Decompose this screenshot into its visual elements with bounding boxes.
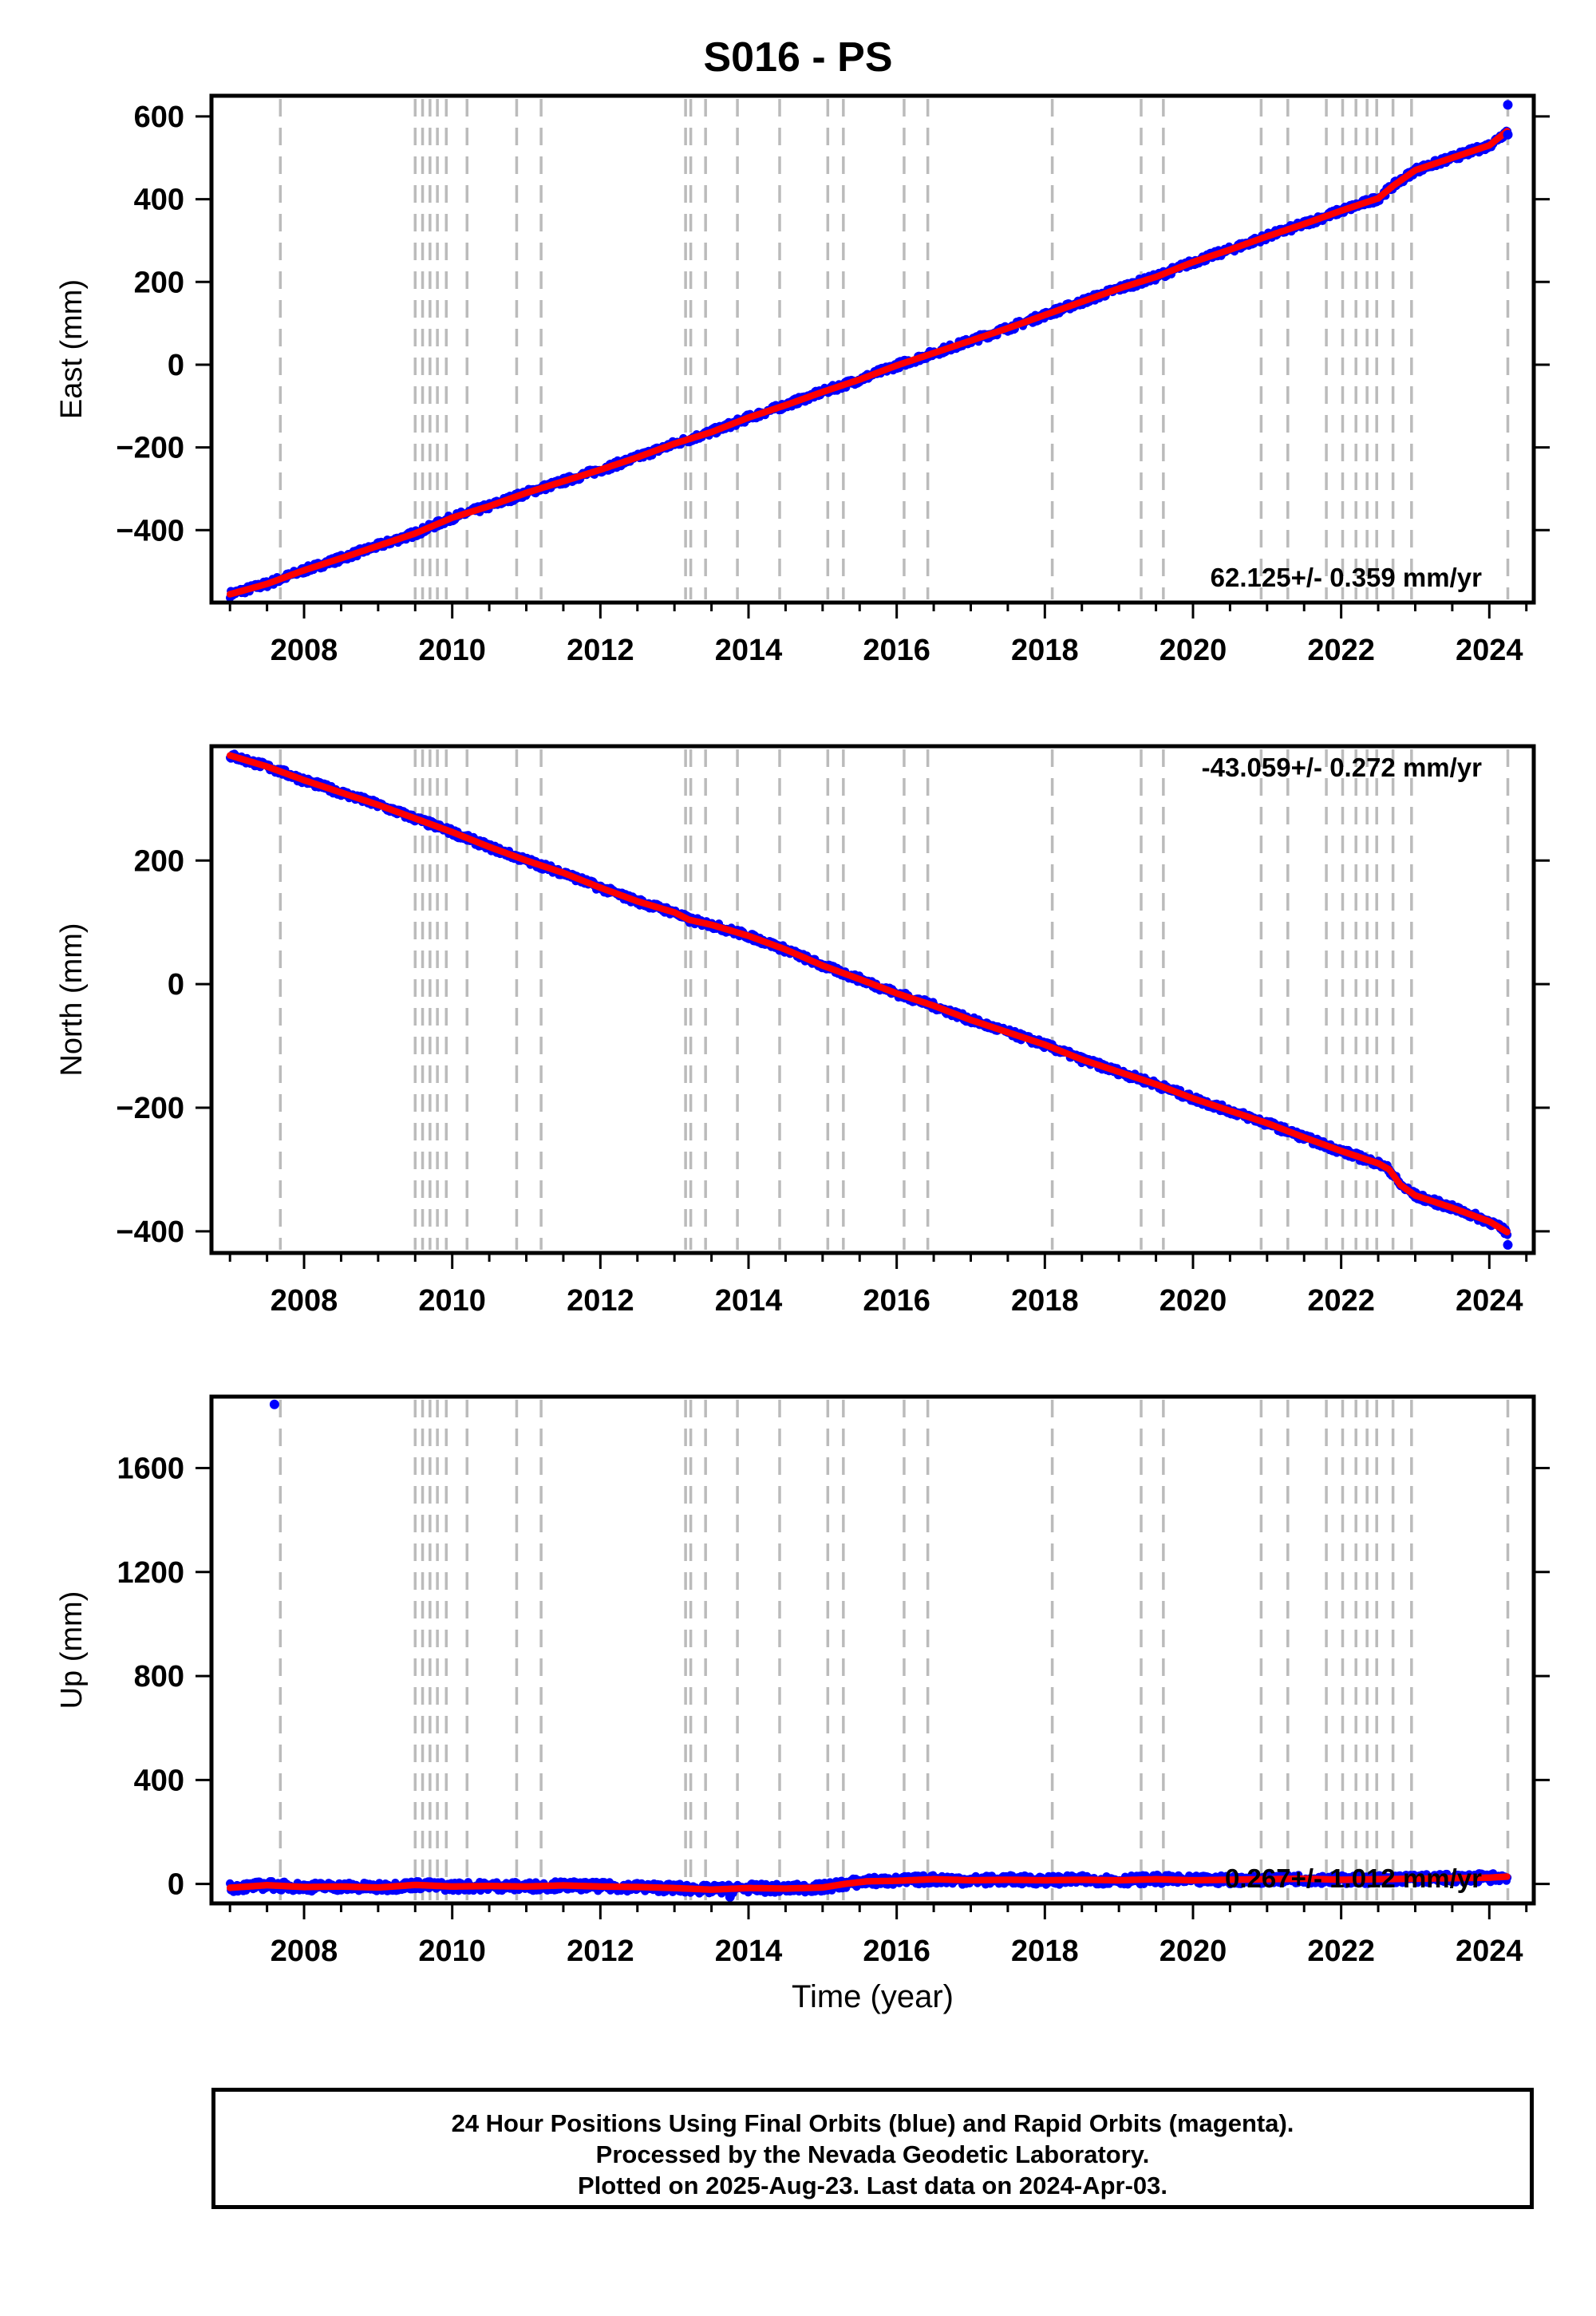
velocity-annotation: 62.125+/- 0.359 mm/yr	[1211, 563, 1482, 592]
y-tick-label: 0	[168, 349, 184, 382]
x-tick-label: 2016	[863, 1284, 930, 1318]
y-tick-label: 0	[168, 968, 184, 1002]
x-tick-label: 2024	[1456, 1284, 1523, 1318]
x-tick-label: 2008	[271, 1284, 338, 1318]
y-tick-label: 600	[134, 101, 184, 134]
x-tick-label: 2012	[567, 634, 634, 667]
velocity-annotation: -43.059+/- 0.272 mm/yr	[1202, 753, 1482, 782]
chart-title: S016 - PS	[703, 34, 893, 81]
x-tick-label: 2016	[863, 634, 930, 667]
x-tick-label: 2022	[1307, 634, 1375, 667]
outlier-point	[1503, 100, 1513, 110]
x-tick-label: 2014	[715, 634, 783, 667]
north-panel: 2008 2010 2012 2014 2016 2018 2020 2022 2024 −400…	[55, 744, 1550, 1318]
x-tick-label: 2008	[271, 634, 338, 667]
up-panel: 2008 2010 2012 2014 2016 2018 2020 2022 20240400…	[55, 1394, 1550, 2014]
y-tick-label: −400	[116, 514, 184, 547]
y-tick-label: −200	[116, 1092, 184, 1125]
outlier-point	[1503, 129, 1513, 140]
x-tick-label: 2024	[1456, 634, 1523, 667]
y-tick-label: 400	[134, 184, 184, 217]
x-tick-label: 2018	[1011, 634, 1079, 667]
rapid-orbit-trend	[227, 128, 1511, 598]
y-axis-label: North (mm)	[55, 923, 89, 1076]
y-tick-label: 200	[134, 266, 184, 299]
plot-frame	[209, 93, 1536, 605]
x-tick-label: 2020	[1159, 1284, 1227, 1318]
y-axis-label: East (mm)	[55, 279, 89, 419]
x-tick-label: 2020	[1159, 634, 1227, 667]
y-tick-label: 200	[134, 844, 184, 878]
x-tick-label: 2010	[418, 1284, 486, 1318]
x-tick-label: 2018	[1011, 1284, 1079, 1318]
y-tick-label: −400	[116, 1215, 184, 1249]
x-tick-label: 2022	[1307, 1284, 1375, 1318]
east-panel: 2008 2010 2012 2014 2016 2018 2020 2022 2024 −400…	[55, 93, 1550, 667]
outlier-point	[1503, 1239, 1513, 1250]
x-tick-label: 2014	[715, 1284, 783, 1318]
x-tick-label: 2010	[418, 634, 486, 667]
y-tick-label: −200	[116, 432, 184, 465]
trend-point	[1503, 1228, 1511, 1236]
x-tick-label: 2012	[567, 1284, 634, 1318]
